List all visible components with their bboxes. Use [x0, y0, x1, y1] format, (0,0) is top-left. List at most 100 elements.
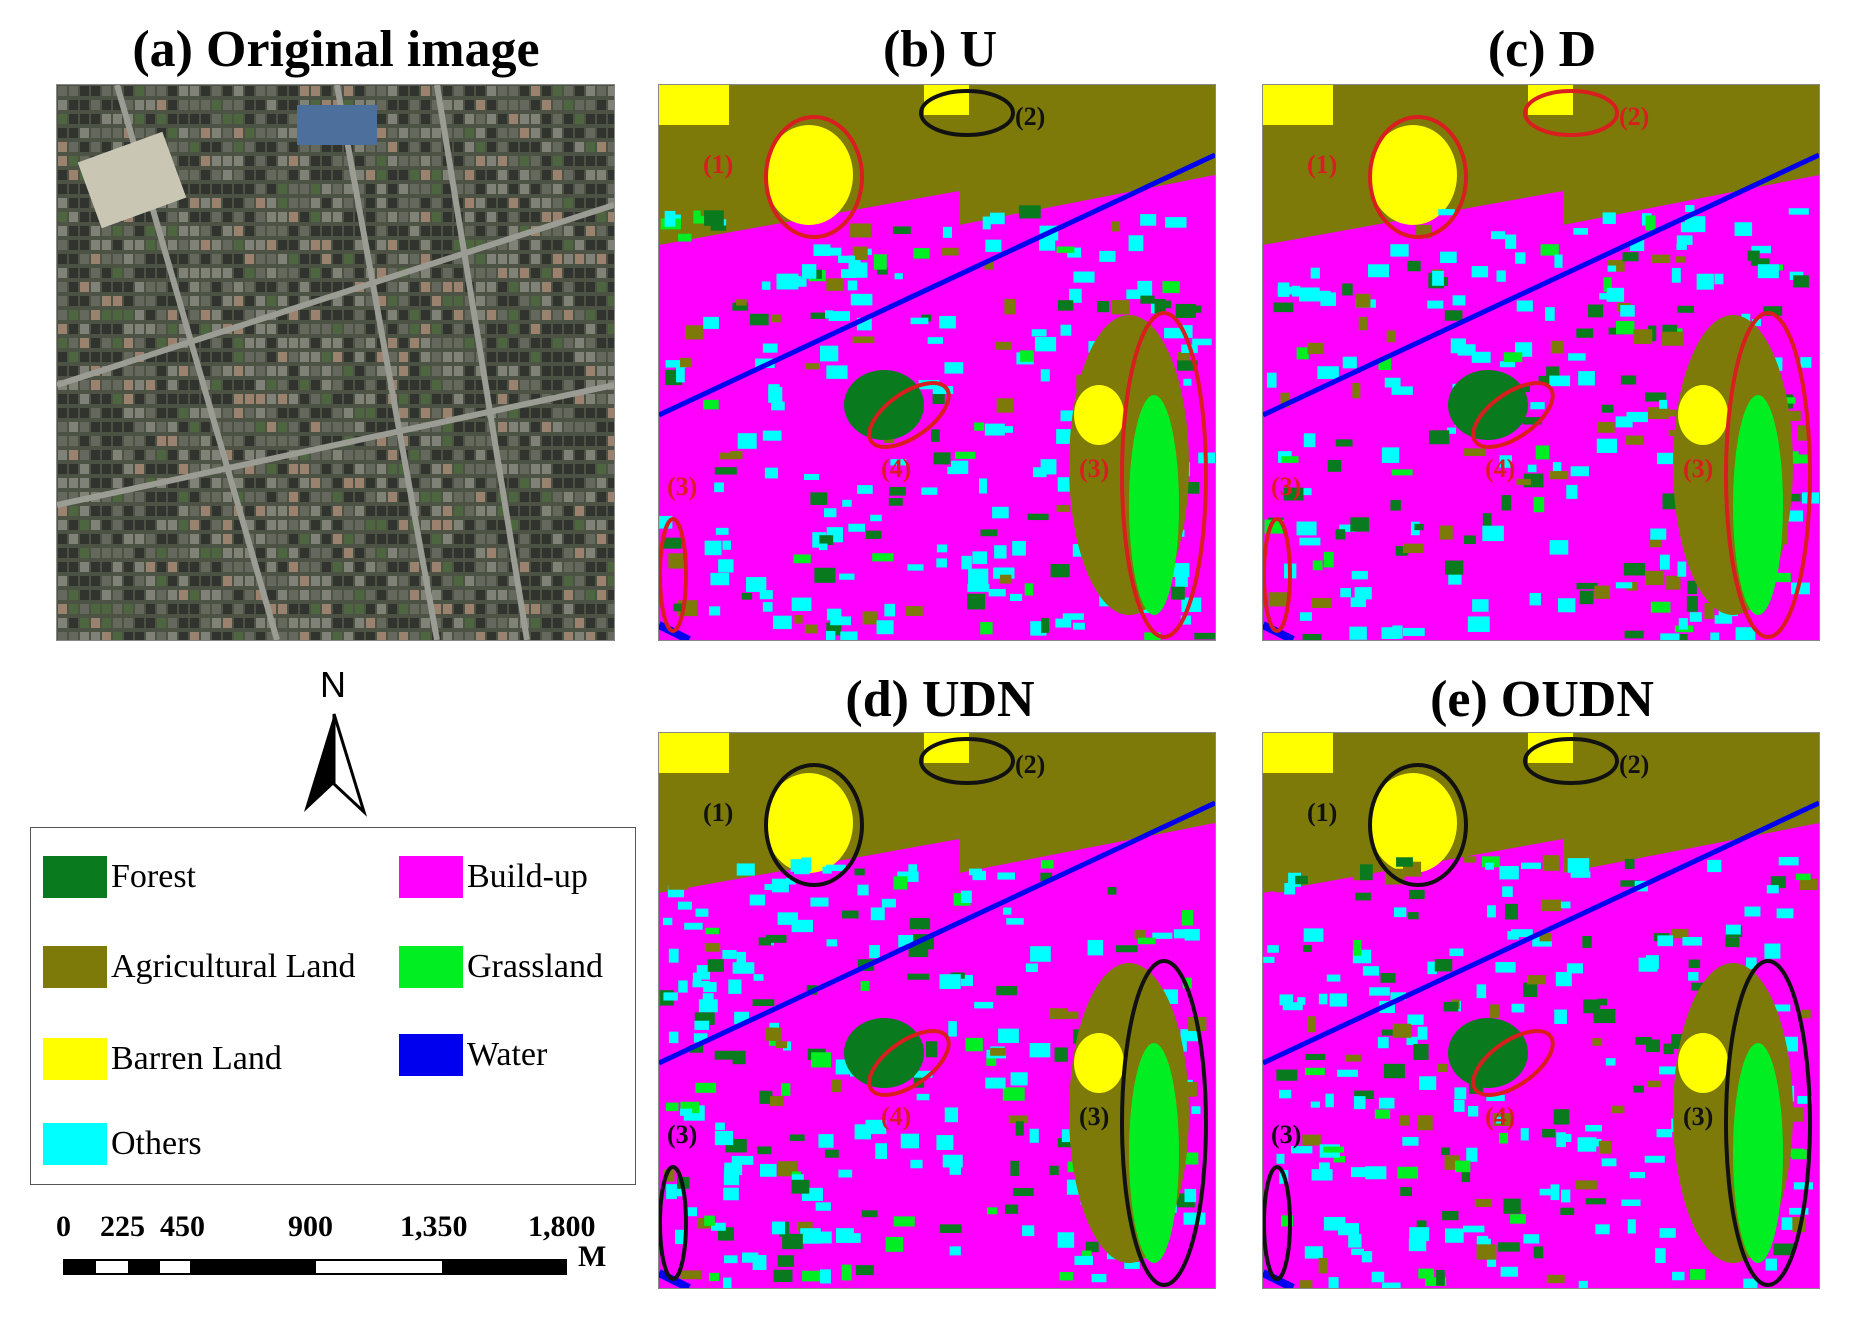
- land-cover-patch: [1602, 212, 1616, 224]
- image-block: [344, 464, 353, 474]
- image-block: [80, 324, 89, 334]
- land-cover-patch: [1509, 1214, 1526, 1224]
- image-block: [289, 254, 298, 264]
- image-block: [553, 380, 562, 390]
- image-block: [608, 618, 614, 628]
- legend-item-agricultural-land: Agricultural Land: [43, 946, 356, 988]
- image-block: [267, 268, 276, 278]
- barren-land-area: [659, 85, 729, 125]
- image-block: [289, 478, 298, 488]
- image-block: [465, 352, 474, 362]
- image-block: [333, 618, 342, 628]
- land-cover-patch: [673, 603, 685, 612]
- image-block: [91, 590, 100, 600]
- land-cover-patch: [663, 992, 678, 1001]
- image-block: [399, 240, 408, 250]
- image-block: [212, 240, 221, 250]
- image-block: [586, 184, 595, 194]
- image-block: [245, 450, 254, 460]
- land-cover-patch: [1788, 1148, 1805, 1157]
- image-block: [608, 576, 614, 586]
- land-cover-patch: [781, 1083, 791, 1096]
- image-block: [91, 282, 100, 292]
- image-block: [399, 296, 408, 306]
- land-cover-patch: [996, 398, 1014, 413]
- land-cover-patch: [703, 982, 717, 993]
- land-cover-patch: [831, 1079, 842, 1093]
- image-block: [212, 394, 221, 404]
- land-cover-patch: [1601, 1158, 1617, 1167]
- image-block: [355, 380, 364, 390]
- image-block: [69, 268, 78, 278]
- image-block: [278, 184, 287, 194]
- image-block: [333, 548, 342, 558]
- image-block: [179, 478, 188, 488]
- image-block: [201, 464, 210, 474]
- image-block: [135, 450, 144, 460]
- land-cover-patch: [791, 1174, 804, 1184]
- image-block: [608, 562, 614, 572]
- annotation-ellipse-3: [1120, 959, 1208, 1287]
- land-cover-patch: [1137, 937, 1156, 945]
- land-cover-patch: [839, 573, 855, 580]
- image-block: [586, 408, 595, 418]
- image-block: [256, 436, 265, 446]
- land-cover-patch: [1783, 510, 1804, 522]
- land-cover-patch: [1523, 982, 1538, 998]
- image-block: [91, 226, 100, 236]
- image-block: [432, 534, 441, 544]
- image-block: [575, 156, 584, 166]
- image-block: [476, 450, 485, 460]
- land-cover-patch: [771, 401, 785, 411]
- image-block: [421, 268, 430, 278]
- land-cover-patch: [1328, 1277, 1339, 1288]
- image-block: [421, 212, 430, 222]
- image-block: [531, 254, 540, 264]
- image-block: [432, 324, 441, 334]
- image-block: [531, 422, 540, 432]
- land-cover-patch: [1457, 344, 1476, 356]
- land-cover-patch: [949, 1246, 961, 1256]
- image-block: [124, 338, 133, 348]
- image-block: [443, 380, 452, 390]
- image-block: [300, 198, 309, 208]
- image-block: [487, 478, 496, 488]
- title-u: (b) U: [882, 21, 998, 78]
- image-block: [91, 268, 100, 278]
- image-block: [212, 492, 221, 502]
- land-cover-patch: [824, 1149, 839, 1158]
- image-block: [608, 254, 614, 264]
- land-cover-patch: [1560, 1207, 1575, 1215]
- image-block: [135, 380, 144, 390]
- image-block: [322, 464, 331, 474]
- image-block: [322, 268, 331, 278]
- land-cover-patch: [1022, 1225, 1035, 1237]
- image-block: [498, 576, 507, 586]
- classification-map-d: (1) (2) (3) (3) (4): [1262, 84, 1820, 641]
- image-block: [509, 114, 518, 124]
- image-block: [256, 590, 265, 600]
- annotation-ellipse-4: [867, 1029, 951, 1097]
- image-block: [256, 142, 265, 152]
- image-block: [553, 240, 562, 250]
- land-cover-patch: [668, 553, 687, 569]
- image-block: [443, 548, 452, 558]
- land-cover-patch: [1627, 1219, 1636, 1234]
- image-block: [102, 142, 111, 152]
- land-cover-patch: [665, 1102, 679, 1112]
- land-cover-patch: [1020, 350, 1034, 362]
- image-block: [498, 310, 507, 320]
- image-block: [190, 632, 199, 640]
- image-block: [300, 436, 309, 446]
- land-cover-patch: [1542, 1128, 1556, 1138]
- image-block: [322, 562, 331, 572]
- image-block: [91, 618, 100, 628]
- image-block: [234, 170, 243, 180]
- land-cover-patch: [1605, 1058, 1616, 1066]
- image-block: [234, 86, 243, 96]
- image-block: [157, 282, 166, 292]
- image-block: [531, 212, 540, 222]
- land-cover-patch: [1725, 937, 1740, 948]
- image-block: [476, 226, 485, 236]
- image-block: [223, 632, 232, 640]
